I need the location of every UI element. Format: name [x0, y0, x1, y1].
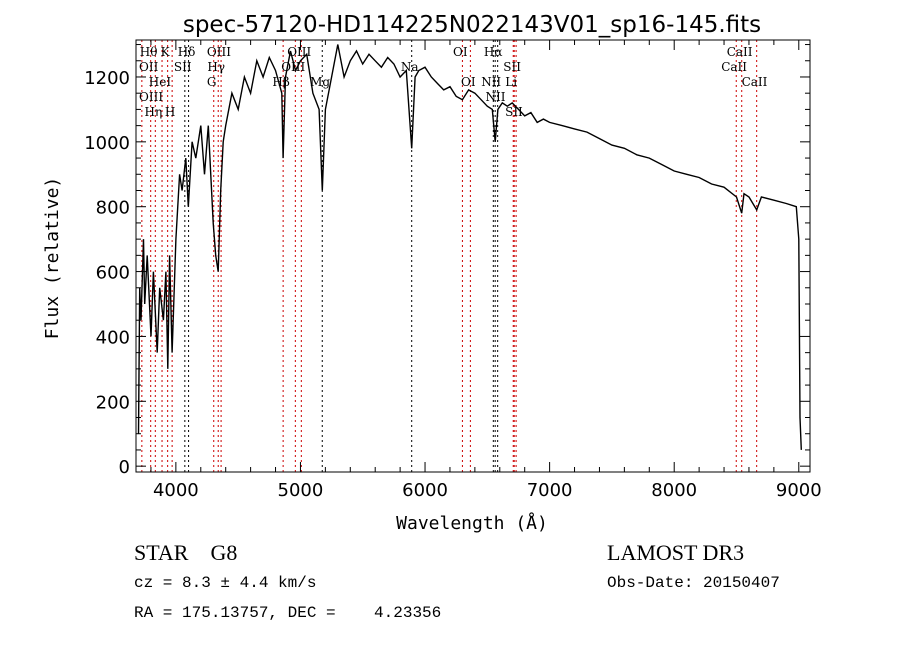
line-label: Hγ: [207, 60, 225, 74]
line-label: OIII: [281, 60, 305, 74]
line-label: OIII: [207, 45, 231, 59]
y-tick-label: 0: [119, 457, 130, 478]
line-label: SII: [505, 105, 523, 119]
y-tick-label: 400: [96, 327, 130, 348]
line-label: H: [165, 105, 175, 119]
obs-date: Obs-Date: 20150407: [607, 574, 780, 592]
survey-name: LAMOST DR3: [607, 540, 745, 565]
y-tick-label: 1000: [84, 133, 130, 154]
y-tick-label: 1200: [84, 68, 130, 89]
x-tick-label: 5000: [278, 480, 324, 501]
line-label: Hθ: [140, 45, 158, 59]
x-tick-label: 7000: [527, 480, 573, 501]
line-label: OII: [139, 60, 159, 74]
line-label: OI: [453, 45, 468, 59]
line-label: Li: [505, 75, 517, 89]
line-label: Hδ: [178, 45, 196, 59]
x-tick-label: 9000: [776, 480, 822, 501]
line-label: OI: [461, 75, 476, 89]
line-label: NII: [481, 75, 501, 89]
spectral-class: STAR G8: [134, 540, 238, 565]
y-tick-label: 200: [96, 392, 130, 413]
line-label: CaII: [727, 45, 753, 59]
x-axis-label: Wavelength (Å): [396, 512, 548, 534]
y-tick-label: 600: [96, 263, 130, 284]
line-label: SII: [503, 60, 521, 74]
spectrum-line: [137, 44, 802, 450]
x-tick-label: 8000: [651, 480, 697, 501]
line-label: G: [207, 75, 217, 89]
line-label: OIII: [139, 90, 163, 104]
line-label: K: [161, 45, 171, 59]
line-label: HeI: [149, 75, 172, 89]
line-label: OIII: [287, 45, 311, 59]
redshift-cz: cz = 8.3 ± 4.4 km/s: [134, 574, 317, 592]
ra-dec: RA = 175.13757, DEC = 4.23356: [134, 604, 442, 622]
x-tick-label: 6000: [402, 480, 448, 501]
line-label: SII: [174, 60, 192, 74]
line-label: Mg: [310, 75, 330, 89]
line-label: Hη: [145, 105, 163, 119]
line-label: Hα: [484, 45, 503, 59]
plot-frame: [135, 39, 811, 473]
line-label: NII: [486, 90, 506, 104]
line-label: CaII: [721, 60, 747, 74]
line-label: Na: [401, 60, 419, 74]
y-tick-label: 800: [96, 198, 130, 219]
chart-title: spec-57120-HD114225N022143V01_sp16-145.f…: [183, 12, 761, 38]
x-tick-label: 4000: [153, 480, 199, 501]
line-label: CaII: [742, 75, 768, 89]
line-label: Hβ: [272, 75, 289, 89]
y-axis-label: Flux (relative): [42, 177, 63, 340]
